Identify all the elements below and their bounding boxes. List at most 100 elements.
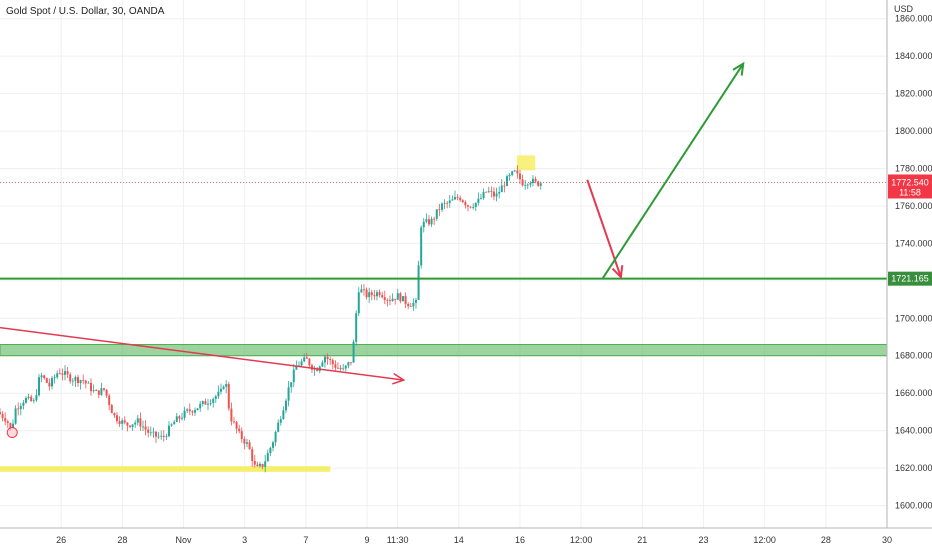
candle-body — [193, 410, 196, 413]
candle — [360, 284, 363, 293]
candle — [284, 398, 287, 414]
candle — [292, 364, 295, 388]
candle-body — [37, 377, 40, 396]
candle — [435, 209, 438, 221]
candle — [511, 170, 514, 177]
candle-body — [245, 442, 248, 444]
candle-body — [188, 409, 191, 412]
candle — [383, 290, 386, 305]
candle-body — [74, 377, 77, 381]
candle-body — [430, 218, 433, 225]
x-tick-label: 3 — [242, 535, 247, 545]
candle-body — [71, 380, 74, 382]
circle-marker — [6, 427, 18, 439]
candle-body — [511, 171, 514, 175]
candle-body — [529, 183, 532, 185]
candle — [11, 419, 14, 429]
candle-body — [217, 391, 220, 397]
candle-body — [48, 382, 51, 387]
candle-body — [524, 185, 527, 187]
candle-body — [539, 183, 542, 186]
candle — [253, 454, 256, 468]
candle — [173, 419, 176, 425]
candle — [14, 405, 17, 425]
candle — [409, 302, 412, 307]
candle — [282, 406, 285, 420]
candle — [193, 407, 196, 416]
candle — [349, 362, 352, 366]
candle-body — [134, 422, 137, 425]
candle-body — [63, 371, 66, 375]
candle — [24, 396, 27, 404]
candle-body — [43, 375, 46, 379]
candle — [27, 393, 30, 400]
candle — [134, 420, 137, 428]
candle-body — [147, 429, 150, 433]
candle-body — [149, 432, 152, 434]
candle-body — [248, 442, 251, 450]
candle — [456, 194, 459, 201]
candle — [251, 446, 254, 468]
candle-body — [102, 388, 105, 390]
candle — [69, 372, 72, 384]
x-tick-label: 28 — [821, 535, 831, 545]
candle-body — [53, 377, 56, 379]
candle-body — [121, 420, 124, 424]
candle-body — [349, 362, 352, 364]
candle — [277, 419, 280, 433]
candle — [225, 380, 228, 394]
candle-body — [336, 367, 339, 369]
candle-body — [500, 185, 503, 193]
x-tick-label: 12:00 — [570, 535, 593, 545]
candle — [264, 454, 267, 473]
candle-body — [108, 395, 111, 406]
candle — [391, 293, 394, 302]
y-tick-label: 1860.000 — [895, 14, 932, 24]
x-tick-label: 14 — [454, 535, 464, 545]
candle-body — [482, 191, 485, 199]
candle — [448, 194, 451, 208]
candle — [17, 402, 20, 416]
candle — [110, 403, 113, 414]
candle — [469, 206, 472, 209]
candle-body — [495, 193, 498, 197]
candle — [209, 399, 212, 406]
candle — [1, 411, 4, 422]
candle-body — [425, 219, 428, 222]
candle — [71, 378, 74, 386]
grid — [0, 0, 888, 528]
candle-body — [175, 416, 178, 422]
candle-body — [139, 418, 142, 427]
candle — [474, 202, 477, 212]
candle-body — [420, 227, 423, 266]
candle-body — [339, 367, 342, 370]
candle-body — [334, 364, 337, 368]
candle-body — [274, 431, 277, 443]
y-tick-label: 1600.000 — [895, 501, 932, 511]
candle — [513, 169, 516, 173]
candle-body — [438, 209, 441, 211]
y-tick-label: 1780.000 — [895, 164, 932, 174]
candle — [45, 377, 48, 384]
up-arrow-head — [732, 61, 745, 76]
candle-body — [212, 398, 215, 403]
candle — [121, 418, 124, 431]
candle — [84, 379, 87, 389]
candle-body — [490, 191, 493, 192]
candle-body — [201, 401, 204, 404]
x-tick-label: 30 — [882, 535, 892, 545]
candle — [217, 385, 220, 399]
candle — [334, 360, 337, 371]
candle-body — [396, 293, 399, 300]
candle-body — [222, 386, 225, 389]
candle-body — [414, 299, 417, 303]
candle-body — [131, 424, 134, 427]
candle-body — [342, 368, 345, 370]
candle-body — [61, 373, 64, 375]
candle — [76, 374, 79, 387]
candle — [466, 204, 469, 212]
candle — [144, 420, 147, 436]
candle — [66, 366, 69, 379]
